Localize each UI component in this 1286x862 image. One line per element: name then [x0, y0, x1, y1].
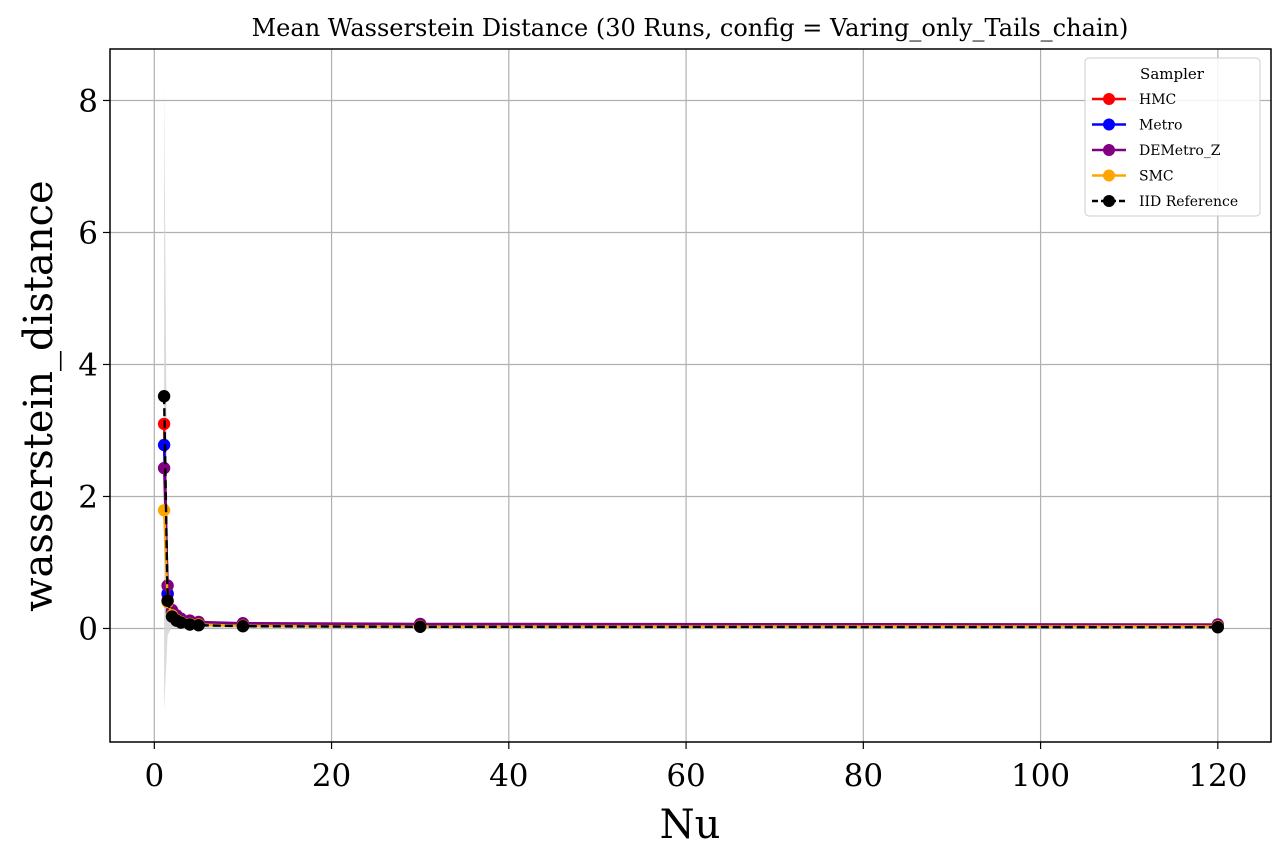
legend-item: DEMetro_Z — [1092, 143, 1221, 159]
y-tick-label: 8 — [78, 83, 98, 119]
legend-title: Sampler — [1140, 65, 1205, 83]
data-point — [157, 504, 171, 517]
x-tick-label: 120 — [1188, 758, 1247, 794]
x-tick-label: 20 — [312, 758, 351, 794]
legend: Sampler HMC Metro DEMetro_Z SMC IID Referenc… — [1084, 57, 1261, 217]
legend-swatch-marker — [1103, 144, 1115, 156]
series-layer — [157, 390, 1225, 634]
y-tick-label: 4 — [78, 347, 98, 383]
x-tick-label: 60 — [666, 758, 705, 794]
data-point — [1211, 621, 1225, 634]
plot-frame — [109, 48, 1272, 743]
data-point — [192, 619, 205, 632]
legend-swatch-marker — [1103, 118, 1115, 131]
legend-item: HMC — [1092, 92, 1176, 108]
y-axis-ticks: 0 2 4 6 8 — [78, 83, 110, 647]
legend-label: HMC — [1139, 92, 1176, 108]
legend-swatch-marker — [1103, 169, 1115, 182]
legend-box — [1084, 57, 1261, 217]
data-point — [161, 594, 174, 607]
data-point — [414, 620, 427, 633]
x-tick-label: 80 — [844, 758, 883, 794]
chart-title: Mean Wasserstein Distance (30 Runs, conf… — [252, 14, 1129, 42]
legend-label: IID Reference — [1139, 194, 1238, 210]
y-tick-label: 2 — [78, 479, 98, 515]
series-iid-reference — [157, 390, 1225, 634]
legend-item: Metro — [1092, 118, 1182, 134]
legend-items: HMC Metro DEMetro_Z SMC IID Reference — [1092, 92, 1238, 210]
x-tick-label: 40 — [489, 758, 528, 794]
legend-label: DEMetro_Z — [1139, 143, 1221, 159]
data-point — [157, 461, 171, 475]
legend-label: Metro — [1139, 118, 1182, 134]
y-tick-label: 0 — [78, 611, 98, 647]
legend-item: IID Reference — [1092, 194, 1238, 210]
y-axis-label: wasserstein_distance — [16, 180, 62, 611]
data-point — [236, 620, 250, 633]
x-axis-ticks: 0 20 40 60 80 100 120 — [144, 742, 1247, 794]
legend-swatch-marker — [1103, 93, 1115, 105]
y-tick-label: 6 — [78, 215, 98, 251]
x-axis-label: Nu — [660, 802, 721, 848]
x-tick-label: 100 — [1011, 758, 1070, 794]
legend-swatch-marker — [1103, 195, 1115, 207]
data-point — [157, 390, 171, 403]
x-tick-label: 0 — [144, 758, 164, 794]
legend-item: SMC — [1092, 169, 1174, 185]
legend-label: SMC — [1139, 169, 1174, 185]
